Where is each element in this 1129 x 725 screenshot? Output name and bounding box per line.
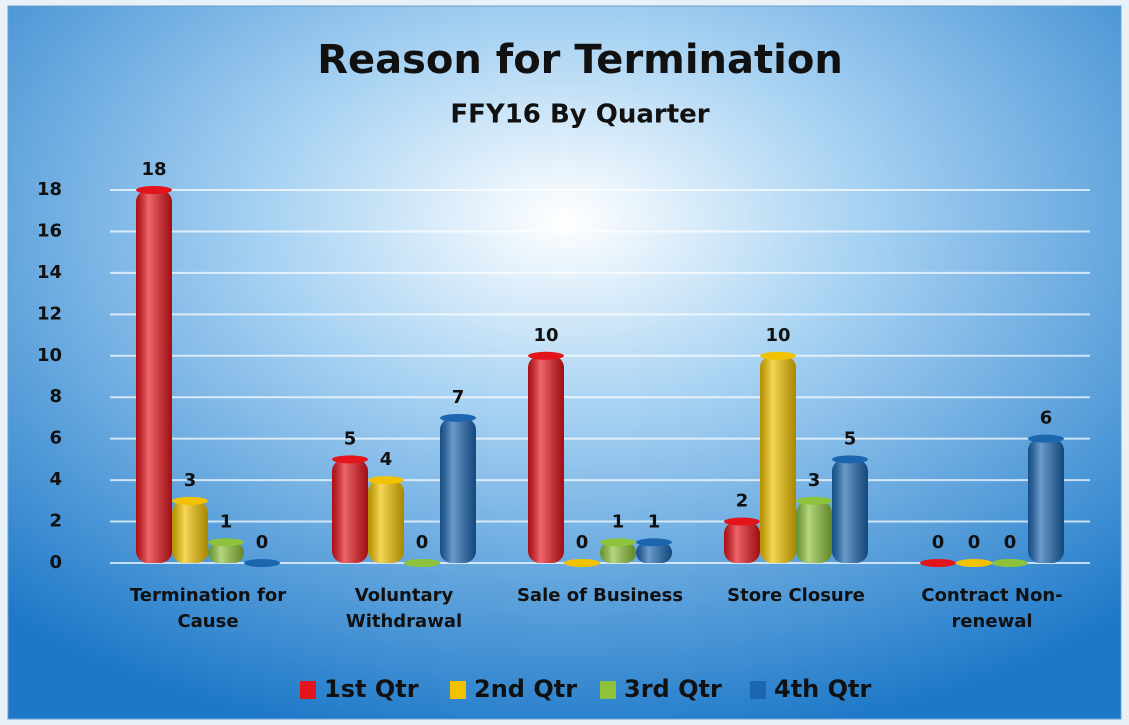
legend-label: 3rd Qtr xyxy=(624,675,722,703)
value-label: 0 xyxy=(576,532,589,553)
value-label: 10 xyxy=(533,325,558,346)
bar-cap xyxy=(440,413,476,422)
bar-shine xyxy=(332,459,368,563)
value-label: 0 xyxy=(416,532,429,553)
value-label: 10 xyxy=(765,325,790,346)
bar-cap xyxy=(992,559,1028,567)
y-tick-label: 10 xyxy=(37,345,62,366)
bar-shine xyxy=(724,521,760,563)
bar-shine xyxy=(528,355,564,563)
legend-label: 4th Qtr xyxy=(774,675,871,703)
bar-cap xyxy=(796,496,832,505)
bar-shine xyxy=(600,542,636,563)
bar-cap xyxy=(136,186,172,194)
legend-label: 1st Qtr xyxy=(324,675,419,703)
y-tick-label: 14 xyxy=(37,262,62,283)
background xyxy=(7,5,1122,720)
value-label: 3 xyxy=(184,470,197,491)
x-tick-label: Store Closure xyxy=(727,585,865,606)
value-label: 0 xyxy=(968,532,981,553)
bar-shine xyxy=(136,190,172,563)
bar-shine xyxy=(636,542,672,563)
y-tick-label: 12 xyxy=(37,303,62,324)
bar-cap xyxy=(832,455,868,464)
bar-cap xyxy=(332,455,368,464)
value-label: 1 xyxy=(612,511,625,532)
y-tick-label: 18 xyxy=(37,179,62,200)
bar-cap xyxy=(636,538,672,547)
bar-shine xyxy=(368,480,404,563)
y-tick-label: 0 xyxy=(49,552,62,573)
value-label: 0 xyxy=(1004,532,1017,553)
y-tick-label: 4 xyxy=(49,469,62,490)
value-label: 2 xyxy=(736,491,749,512)
legend-swatch xyxy=(750,681,766,699)
value-label: 5 xyxy=(344,428,357,449)
bar-cap xyxy=(920,559,956,567)
chart-title: Reason for Termination xyxy=(317,37,843,83)
bar-shine xyxy=(172,500,208,563)
bar-cap xyxy=(1028,434,1064,443)
value-label: 1 xyxy=(220,511,233,532)
legend-swatch xyxy=(600,681,616,699)
bar-cap xyxy=(956,559,992,567)
y-tick-label: 6 xyxy=(49,428,62,449)
bar-cap xyxy=(244,559,280,567)
legend-label: 2nd Qtr xyxy=(474,675,577,703)
legend-swatch xyxy=(300,681,316,699)
x-tick-label: Sale of Business xyxy=(516,585,684,606)
bar-cap xyxy=(404,559,440,567)
x-tick-label: Voluntary Withdrawal xyxy=(345,585,463,632)
x-tick-label: Contract Non-renewal xyxy=(921,585,1063,632)
bar-cap xyxy=(368,476,404,485)
bar-shine xyxy=(796,500,832,563)
bar-shine xyxy=(832,459,868,563)
value-label: 6 xyxy=(1040,408,1053,429)
value-label: 5 xyxy=(844,428,857,449)
value-label: 3 xyxy=(808,470,821,491)
bar-cap xyxy=(724,517,760,526)
value-label: 1 xyxy=(648,511,661,532)
bar-shine xyxy=(760,355,796,563)
bar-cap xyxy=(760,351,796,360)
y-tick-label: 2 xyxy=(49,511,62,532)
bar-cap xyxy=(208,538,244,547)
bar-cap xyxy=(172,496,208,505)
value-label: 0 xyxy=(256,532,269,553)
bar-shine xyxy=(1028,438,1064,563)
value-label: 4 xyxy=(380,449,393,470)
chart-subtitle: FFY16 By Quarter xyxy=(450,100,709,130)
bar-shine xyxy=(440,417,476,563)
bar-shine xyxy=(208,542,244,563)
y-tick-label: 8 xyxy=(49,386,62,407)
value-label: 0 xyxy=(932,532,945,553)
value-label: 18 xyxy=(141,159,166,180)
value-label: 7 xyxy=(452,387,465,408)
y-tick-label: 16 xyxy=(37,220,62,241)
bar-cap xyxy=(600,538,636,547)
legend-swatch xyxy=(450,681,466,699)
bar-cap xyxy=(564,559,600,567)
bar-cap xyxy=(528,351,564,360)
x-tick-label: Termination for Cause xyxy=(129,585,287,632)
